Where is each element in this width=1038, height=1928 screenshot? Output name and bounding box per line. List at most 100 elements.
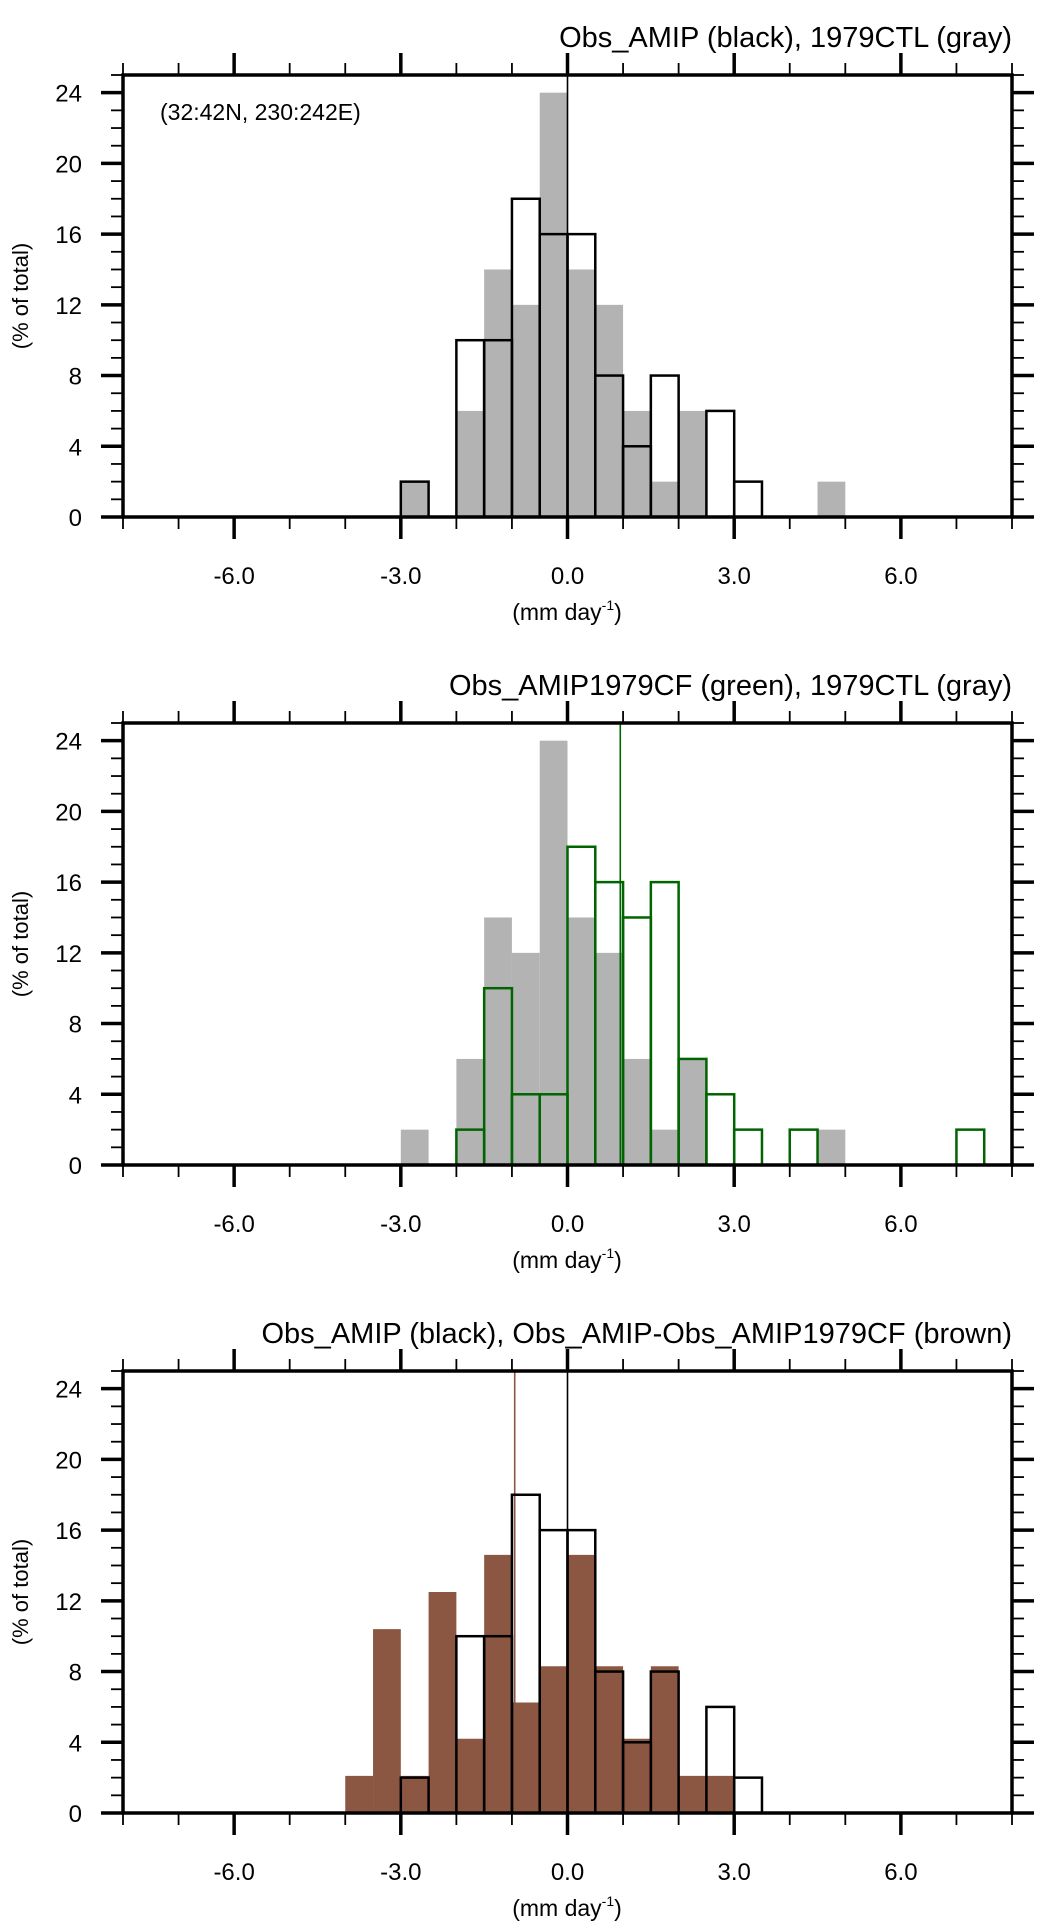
y-tick-label: 4 xyxy=(69,1730,82,1757)
histogram-bar xyxy=(511,1702,540,1813)
histogram-bar xyxy=(373,1629,401,1813)
x-tick-label: 3.0 xyxy=(718,1211,751,1238)
histogram-bar-outline xyxy=(705,409,736,519)
histogram-bar xyxy=(567,269,596,517)
x-axis-label-superscript: -1 xyxy=(602,1893,615,1909)
histogram-bar xyxy=(678,1775,707,1813)
histogram-panel-2: Obs_AMIP1979CF (green), 1979CTL (gray) -6… xyxy=(8,670,1034,1273)
histogram-bar xyxy=(484,1554,512,1813)
histogram-bar xyxy=(678,1058,707,1165)
x-axis-label: (mm day-1) xyxy=(512,1245,622,1273)
x-tick-label: -6.0 xyxy=(213,563,254,590)
chart-title: Obs_AMIP (black), 1979CTL (gray) xyxy=(559,22,1012,54)
y-tick-label: 8 xyxy=(69,364,82,391)
x-axis-label-text: (mm day xyxy=(512,599,602,625)
histogram-bar xyxy=(567,1554,596,1813)
y-tick-label: 24 xyxy=(55,1377,82,1404)
histogram-bar xyxy=(623,1058,651,1165)
x-tick-label: -3.0 xyxy=(380,1859,421,1886)
x-tick-label: 3.0 xyxy=(718,563,751,590)
region-annotation: (32:42N, 230:242E) xyxy=(160,99,361,125)
histogram-bar xyxy=(595,952,624,1165)
y-axis-label: (% of total) xyxy=(8,1539,33,1645)
x-axis-label-superscript: -1 xyxy=(602,1245,615,1261)
histogram-bar xyxy=(400,1775,429,1813)
histogram-bar xyxy=(539,1666,568,1813)
y-tick-label: 8 xyxy=(69,1012,82,1039)
histogram-bar xyxy=(484,917,512,1165)
histogram-panel-3: Obs_AMIP (black), Obs_AMIP-Obs_AMIP1979C… xyxy=(8,1318,1034,1921)
histogram-bar xyxy=(650,481,679,517)
histogram-bar-outline xyxy=(649,880,680,1167)
histogram-bar xyxy=(511,952,540,1165)
y-tick-label: 12 xyxy=(55,941,82,968)
x-tick-label: -3.0 xyxy=(380,563,421,590)
chart-title: Obs_AMIP1979CF (green), 1979CTL (gray) xyxy=(449,670,1012,702)
x-axis-label: (mm day-1) xyxy=(512,597,622,625)
histogram-bar xyxy=(539,740,568,1165)
histogram-bar xyxy=(539,92,568,518)
histogram-bar xyxy=(345,1775,374,1813)
histogram-bar xyxy=(706,1775,735,1813)
x-tick-label: 0.0 xyxy=(551,563,584,590)
histogram-bar xyxy=(650,1666,679,1813)
chart-title: Obs_AMIP (black), Obs_AMIP-Obs_AMIP1979C… xyxy=(262,1318,1013,1350)
y-tick-label: 24 xyxy=(55,81,82,108)
y-tick-label: 16 xyxy=(55,870,82,897)
x-tick-label: 0.0 xyxy=(551,1859,584,1886)
y-tick-label: 4 xyxy=(69,1082,82,1109)
histogram-bar xyxy=(595,1666,624,1813)
histogram-bar xyxy=(623,410,651,517)
histogram-bar xyxy=(511,304,540,517)
series-1979ctl xyxy=(400,740,846,1165)
y-axis-label: (% of total) xyxy=(8,243,33,349)
x-tick-label: 3.0 xyxy=(718,1859,751,1886)
histogram-bar xyxy=(817,481,846,517)
histogram-panel-1: Obs_AMIP (black), 1979CTL (gray) (32:42N,… xyxy=(8,22,1034,625)
histogram-bar xyxy=(456,410,485,517)
y-tick-label: 20 xyxy=(55,1447,82,1474)
x-tick-label: 0.0 xyxy=(551,1211,584,1238)
x-axis-label: (mm day-1) xyxy=(512,1893,622,1921)
histogram-bar-outline xyxy=(955,1128,986,1167)
histogram-bar-outline xyxy=(732,1128,764,1167)
series-1979ctl xyxy=(400,92,846,518)
y-tick-label: 0 xyxy=(69,505,82,532)
y-tick-label: 0 xyxy=(69,1801,82,1828)
histogram-bar-outline xyxy=(732,480,764,519)
x-tick-label: -6.0 xyxy=(213,1211,254,1238)
histogram-bar xyxy=(595,304,624,517)
histogram-bar xyxy=(456,1738,485,1813)
x-axis-label-superscript: -1 xyxy=(602,597,615,613)
histogram-bar xyxy=(400,481,429,517)
histogram-bar-outline xyxy=(705,1093,736,1167)
histogram-bar xyxy=(678,410,707,517)
histogram-bar xyxy=(484,269,512,517)
x-tick-label: -6.0 xyxy=(213,1859,254,1886)
y-tick-label: 24 xyxy=(55,729,82,756)
y-tick-label: 16 xyxy=(55,222,82,249)
histogram-bar xyxy=(817,1129,846,1165)
x-tick-label: 6.0 xyxy=(884,1211,917,1238)
y-tick-label: 20 xyxy=(55,151,82,178)
histogram-bar-outline xyxy=(732,1776,764,1815)
x-axis-label-close: ) xyxy=(614,599,622,625)
histogram-bar-outline xyxy=(788,1128,819,1167)
x-tick-label: -3.0 xyxy=(380,1211,421,1238)
y-tick-label: 4 xyxy=(69,434,82,461)
x-axis-label-text: (mm day xyxy=(512,1895,602,1921)
x-tick-label: 6.0 xyxy=(884,563,917,590)
x-axis-label-close: ) xyxy=(614,1895,622,1921)
y-tick-label: 8 xyxy=(69,1660,82,1687)
y-axis-label: (% of total) xyxy=(8,891,33,997)
y-tick-label: 12 xyxy=(55,1589,82,1616)
x-axis-label-text: (mm day xyxy=(512,1247,602,1273)
histogram-bar xyxy=(567,917,596,1165)
x-axis-label-close: ) xyxy=(614,1247,622,1273)
histogram-bar xyxy=(623,1738,651,1813)
x-tick-label: 6.0 xyxy=(884,1859,917,1886)
histogram-bar xyxy=(428,1592,457,1813)
series-obs-amip-obs-amip1979cf xyxy=(345,1371,735,1813)
histogram-bar xyxy=(400,1129,429,1165)
